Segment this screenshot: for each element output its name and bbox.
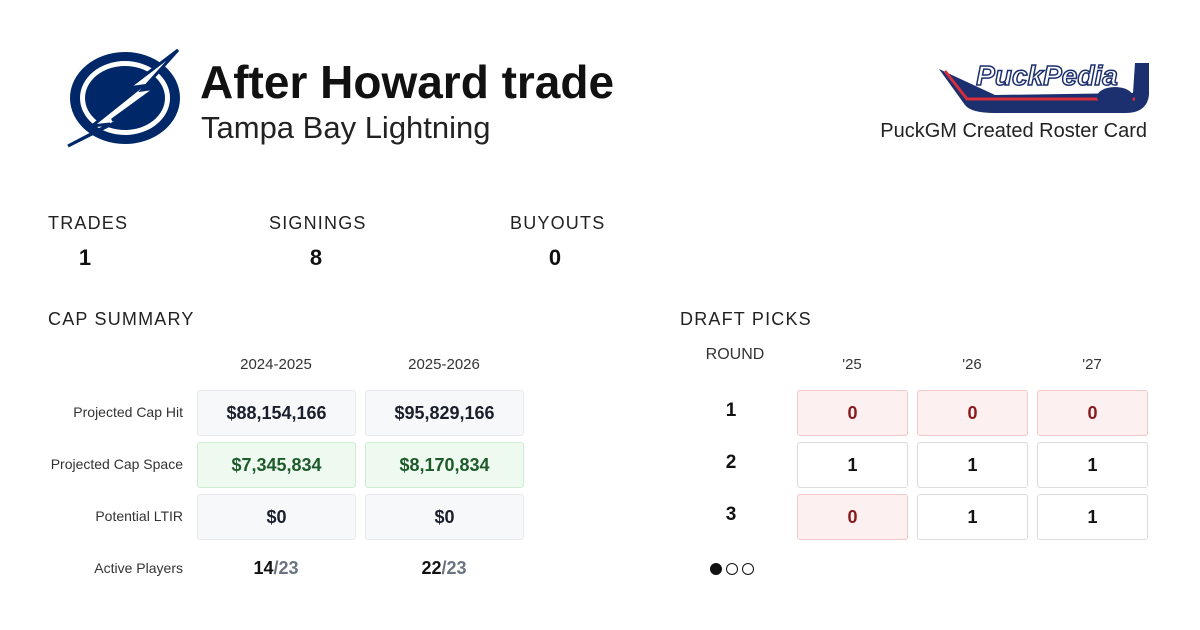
caption: PuckGM Created Roster Card [880,120,1147,142]
cap-cell: $95,829,166 [365,390,524,436]
pager-dot [726,563,738,575]
column-header: 2024-2025 [240,356,312,373]
row-label: Projected Cap Space [50,456,183,472]
pick-cell: 0 [797,494,908,540]
team-name: Tampa Bay Lightning [201,110,491,145]
stat-value: 8 [309,245,323,270]
pick-cell: 0 [1037,390,1148,436]
year-header: '27 [1082,356,1102,373]
round-number: 1 [725,400,737,421]
stat-value: 1 [78,245,92,270]
stat-label: TRADES [48,213,129,233]
section-title: DRAFT PICKS [680,309,812,329]
brand-logo-text: PuckPedia [976,60,1118,91]
stat-value: 0 [548,245,562,270]
team-logo [67,48,180,148]
cap-cell: $8,170,834 [365,442,524,488]
cap-cell: $0 [365,494,524,540]
brand-logo: PuckPedia [939,59,1149,113]
row-label: Projected Cap Hit [73,404,183,420]
section-title: CAP SUMMARY [48,309,195,329]
round-header: ROUND [705,346,765,363]
active-limit: /23 [273,558,299,578]
active-count: 14 [253,558,274,578]
pick-cell: 1 [797,442,908,488]
pick-cell: 1 [917,442,1028,488]
pick-cell: 0 [917,390,1028,436]
title: After Howard trade [200,56,615,108]
row-label: Potential LTIR [95,508,183,524]
year-header: '26 [962,356,982,373]
row-label: Active Players [94,560,183,576]
pick-cell: 0 [797,390,908,436]
pick-cell: 1 [917,494,1028,540]
column-header: 2025-2026 [408,356,480,373]
round-number: 3 [725,504,737,525]
pick-cell: 1 [1037,442,1148,488]
year-header: '25 [842,356,862,373]
active-limit: /23 [441,558,467,578]
active-players: 14/23 [196,558,356,579]
stat-label: SIGNINGS [269,213,367,233]
pager-dot [710,563,722,575]
round-number: 2 [725,452,737,473]
cap-cell: $0 [197,494,356,540]
cap-cell: $88,154,166 [197,390,356,436]
pager-dot [742,563,754,575]
stat-label: BUYOUTS [510,213,606,233]
active-count: 22 [421,558,442,578]
pick-cell: 1 [1037,494,1148,540]
cap-cell: $7,345,834 [197,442,356,488]
active-players: 22/23 [364,558,524,579]
